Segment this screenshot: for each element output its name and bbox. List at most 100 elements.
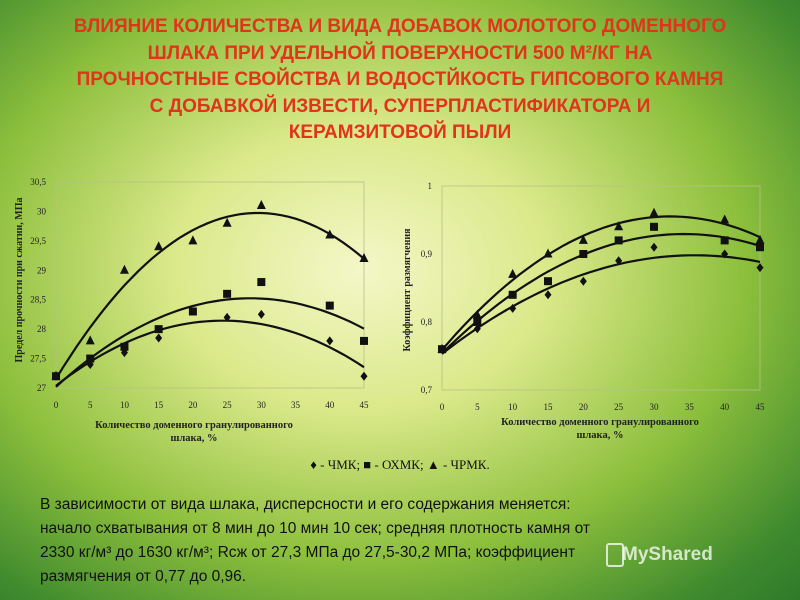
triangle-marker bbox=[720, 214, 730, 224]
diamond-marker bbox=[544, 290, 552, 300]
x-tick-label: 10 bbox=[120, 400, 130, 410]
x-axis-label: Количество доменного гранулированного шла… bbox=[95, 420, 293, 444]
square-marker bbox=[360, 336, 368, 345]
square-marker bbox=[756, 243, 764, 252]
diamond-marker bbox=[615, 256, 623, 266]
x-tick-label: 30 bbox=[257, 400, 267, 410]
x-axis-label-line: шлака, % bbox=[577, 430, 624, 441]
x-tick-label: 40 bbox=[720, 402, 730, 412]
triangle-marker bbox=[51, 370, 61, 380]
triangle-marker bbox=[256, 200, 266, 210]
square-marker bbox=[188, 307, 197, 316]
y-tick-label: 29 bbox=[37, 265, 47, 275]
title-line: КЕРАМЗИТОВОЙ ПЫЛИ bbox=[288, 122, 512, 143]
diamond-marker bbox=[721, 249, 729, 259]
triangle-marker bbox=[325, 229, 335, 239]
triangle-marker bbox=[578, 234, 588, 244]
softening-chart: 0 5 10 15 20 25 30 35 40 45 0,7 0,8 0,9 1 Количество д… bbox=[402, 181, 765, 441]
diamond-marker bbox=[155, 333, 163, 343]
y-axis-label: Коэффициент размягчения bbox=[402, 228, 413, 352]
description-line-text: 2330 кг/м³ до 1630 кг/м³; Rсж от 27,3 МП… bbox=[40, 544, 576, 561]
square-marker bbox=[257, 278, 266, 287]
square-marker bbox=[508, 290, 517, 299]
diamond-marker bbox=[509, 303, 517, 313]
square-marker bbox=[579, 250, 588, 258]
description-line: В зависимости от вида шлака, дисперсност… bbox=[40, 496, 571, 513]
diamond-marker bbox=[257, 309, 265, 319]
description-line: начало схватывания от 8 мин до 10 мин 10… bbox=[40, 520, 590, 537]
y-tick-label: 27,5 bbox=[30, 354, 46, 364]
y-tick-label: 0,8 bbox=[421, 317, 433, 327]
y-tick-label: 0,7 bbox=[421, 385, 433, 395]
x-tick-label: 40 bbox=[325, 400, 335, 410]
title-line: ВЛИЯНИЕ КОЛИЧЕСТВА И ВИДА ДОБАВОК МОЛОТО… bbox=[73, 16, 727, 37]
title-line: С ДОБАВКОЙ ИЗВЕСТИ, СУПЕРПЛАСТИФИКАТОРА … bbox=[149, 95, 651, 117]
x-tick-label: 30 bbox=[650, 402, 660, 412]
x-tick-label: 10 bbox=[508, 402, 518, 412]
triangle-marker bbox=[222, 217, 232, 227]
x-tick-label: 0 bbox=[54, 400, 59, 410]
square-marker bbox=[223, 289, 232, 298]
y-tick-label: 29,5 bbox=[30, 236, 46, 246]
series-curve-ЧМК bbox=[55, 319, 365, 387]
x-tick-label: 45 bbox=[360, 400, 370, 410]
y-tick-label: 28 bbox=[37, 324, 47, 334]
y-tick-label: 1 bbox=[428, 181, 433, 191]
diamond-marker bbox=[473, 324, 481, 334]
square-marker bbox=[473, 318, 482, 326]
triangle-marker bbox=[119, 264, 129, 274]
watermark-text: MyShared bbox=[622, 544, 713, 565]
x-tick-label: 25 bbox=[614, 402, 624, 412]
page-title: ВЛИЯНИЕ КОЛИЧЕСТВА И ВИДА ДОБАВОК МОЛОТО… bbox=[0, 14, 800, 147]
triangle-marker bbox=[154, 241, 164, 251]
square-marker bbox=[120, 342, 129, 351]
plot-area bbox=[55, 181, 365, 389]
x-tick-label: 5 bbox=[88, 400, 93, 410]
triangle-marker bbox=[614, 221, 624, 231]
square-marker bbox=[154, 325, 163, 334]
square-marker bbox=[86, 354, 95, 363]
triangle-marker bbox=[755, 234, 765, 244]
y-tick-label: 0,9 bbox=[421, 249, 433, 259]
title-line: ПРОЧНОСТНЫЕ СВОЙСТВА И ВОДОСТЙКОСТЬ ГИПС… bbox=[76, 69, 724, 90]
x-tick-label: 45 bbox=[756, 402, 766, 412]
triangle-marker bbox=[188, 235, 198, 245]
title-line: ШЛАКА ПРИ УДЕЛЬНОЙ ПОВЕРХНОСТИ 500 М²/КГ… bbox=[147, 42, 653, 64]
diamond-marker bbox=[650, 242, 658, 252]
diamond-marker bbox=[223, 312, 231, 322]
triangle-marker bbox=[359, 253, 369, 263]
square-marker bbox=[720, 236, 729, 245]
x-tick-label: 25 bbox=[223, 400, 233, 410]
diamond-marker bbox=[360, 371, 368, 381]
plot-area bbox=[441, 185, 761, 391]
x-tick-label: 35 bbox=[685, 402, 695, 412]
x-tick-label: 5 bbox=[475, 402, 480, 412]
description-text: В зависимости от вида шлака, дисперсност… bbox=[40, 493, 762, 589]
square-marker bbox=[325, 301, 334, 310]
y-tick-label: 28,5 bbox=[30, 295, 46, 305]
square-marker bbox=[544, 277, 552, 286]
description-line: размягчения от 0,77 до 0,96. bbox=[40, 568, 247, 585]
triangle-marker bbox=[472, 309, 482, 319]
description-line: 2330 кг/м³ до 1630 кг/м³; Rсж от 27,3 МП… bbox=[40, 541, 762, 565]
y-tick-label: 27 bbox=[37, 383, 47, 393]
y-tick-label: 30 bbox=[37, 206, 47, 216]
square-marker bbox=[650, 222, 658, 231]
diamond-marker bbox=[756, 263, 764, 273]
strength-chart: 0 5 10 15 20 25 30 35 40 45 27 27,5 28 28,5 29 29,5 30 30… bbox=[14, 177, 369, 444]
series-curve-ОХМК bbox=[55, 297, 365, 388]
x-tick-label: 20 bbox=[188, 400, 198, 410]
y-axis-label: Предел прочности при сжатии, МПа bbox=[14, 198, 25, 363]
x-tick-label: 35 bbox=[291, 400, 301, 410]
x-tick-label: 20 bbox=[579, 402, 589, 412]
x-axis-label-line: шлака, % bbox=[171, 433, 218, 444]
x-axis-label-line: Количество доменного гранулированного bbox=[501, 417, 699, 428]
y-tick-label: 30,5 bbox=[30, 177, 46, 187]
triangle-marker bbox=[508, 268, 518, 278]
series-curve-ЧМК bbox=[441, 254, 761, 355]
triangle-marker bbox=[85, 335, 95, 345]
x-axis-label-line: Количество доменного гранулированного bbox=[95, 420, 293, 431]
series-curve-ЧРМК bbox=[55, 211, 365, 380]
x-axis-label: Количество доменного гранулированного шла… bbox=[501, 417, 699, 441]
